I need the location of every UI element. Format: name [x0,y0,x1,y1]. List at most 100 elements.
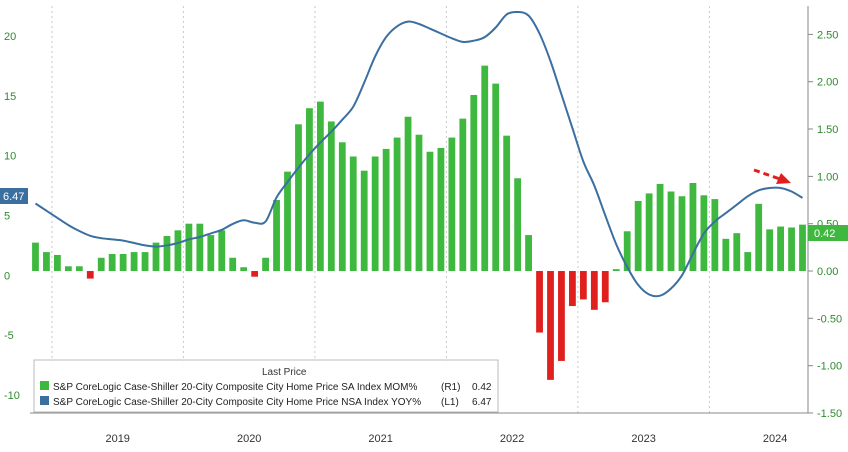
mom-bar [130,252,138,272]
left-axis: 20 15 10 5 0 -5 -10 [4,31,20,402]
x-tick-label: 2020 [237,433,261,445]
left-tick-label: -10 [4,390,20,402]
trend-arrow-icon [753,168,791,184]
mom-bar [459,118,467,272]
mom-bar [744,252,752,272]
mom-bar [207,235,215,272]
right-flag-label: 0.42 [814,228,835,240]
x-tick-label: 2023 [631,433,655,445]
mom-bar [788,227,795,272]
mom-bar [196,223,204,272]
right-tick-label: 1.00 [817,171,838,183]
mom-bar [360,170,368,272]
mom-bar [514,178,522,272]
legend-swatch-mom [40,381,49,390]
left-tick-label: 10 [4,151,16,163]
mom-bar [295,124,302,272]
mom-bar [733,233,741,272]
mom-bar [536,271,543,333]
mom-bar [590,271,598,310]
legend-axis-yoy: (L1) [441,397,459,408]
left-tick-label: 15 [4,91,16,103]
mom-bar [306,108,313,272]
yoy-series-line [34,10,804,298]
mom-bar [404,116,412,272]
left-flag-label: 6.47 [3,191,24,203]
mom-bar [75,266,83,272]
mom-bar [722,238,730,272]
legend-axis-mom: (R1) [441,382,460,393]
mom-bar [579,271,587,300]
mom-bar [32,242,39,272]
mom-bar [525,235,532,272]
legend-box [33,359,499,413]
legend-label-mom: S&P CoreLogic Case-Shiller 20-City Compo… [53,382,417,393]
right-tick-label: 2.50 [817,29,838,41]
mom-bar [54,254,61,272]
mom-bar [371,156,379,272]
mom-bar [240,267,248,272]
mom-bars [32,65,806,380]
mom-bar [667,191,675,272]
left-tick-label: 5 [4,211,10,223]
mom-bar [273,200,280,272]
mom-bar [393,137,401,272]
mom-bar [634,200,642,272]
mom-bar [426,151,434,272]
mom-bar [558,271,565,361]
mom-bar [569,271,576,307]
right-tick-label: -1.50 [817,408,842,420]
mom-bar [338,142,346,272]
right-tick-label: 0.00 [817,266,838,278]
right-tick-label: 2.00 [817,77,838,89]
mom-bar [316,101,324,272]
legend: Last Price S&P CoreLogic Case-Shiller 20… [33,359,499,413]
left-tick-label: 20 [4,31,16,43]
mom-bar [448,137,456,272]
mom-bar [492,83,500,272]
mom-bar [185,223,193,272]
mom-bar [678,196,686,272]
mom-bar [152,242,160,272]
gridlines [30,6,809,414]
right-last-value-flag: 0.42 [808,225,848,241]
x-axis: 2019 2020 2021 2022 2023 2024 [105,433,787,445]
mom-bar [470,94,478,272]
right-tick-label: -0.50 [817,313,842,325]
mom-bar [119,253,127,272]
x-tick-label: 2022 [500,433,524,445]
mom-bar [174,230,182,272]
mom-bar [327,121,335,272]
mom-bar [382,148,390,272]
mom-bar [547,271,554,380]
mom-bar [777,226,784,272]
legend-label-yoy: S&P CoreLogic Case-Shiller 20-City Compo… [53,397,421,408]
right-tick-label: 1.50 [817,124,838,136]
mom-bar [86,271,94,279]
legend-value-mom: 0.42 [472,382,492,393]
right-axis: 2.502.001.501.000.500.00-0.50-1.00-1.50 [808,29,842,420]
mom-bar [503,135,511,272]
left-last-value-flag: 6.47 [0,188,28,204]
mom-bar [656,183,664,272]
mom-bar [163,236,171,272]
left-tick-label: -5 [4,330,14,342]
mom-bar [612,269,620,272]
mom-bar [601,271,609,303]
x-tick-label: 2024 [763,433,787,445]
mom-bar [349,156,357,272]
mom-bar [64,266,72,272]
mom-bar [645,193,653,272]
mom-bar [43,252,50,272]
right-tick-label: -1.00 [817,361,842,373]
mom-bar [415,134,423,272]
left-tick-label: 0 [4,270,10,282]
mom-bar [229,257,237,272]
legend-swatch-yoy [40,396,49,405]
mom-bar [623,231,631,272]
mom-bar [108,253,116,272]
legend-value-yoy: 6.47 [472,397,492,408]
mom-bar [284,171,291,272]
mom-bar [262,257,269,272]
